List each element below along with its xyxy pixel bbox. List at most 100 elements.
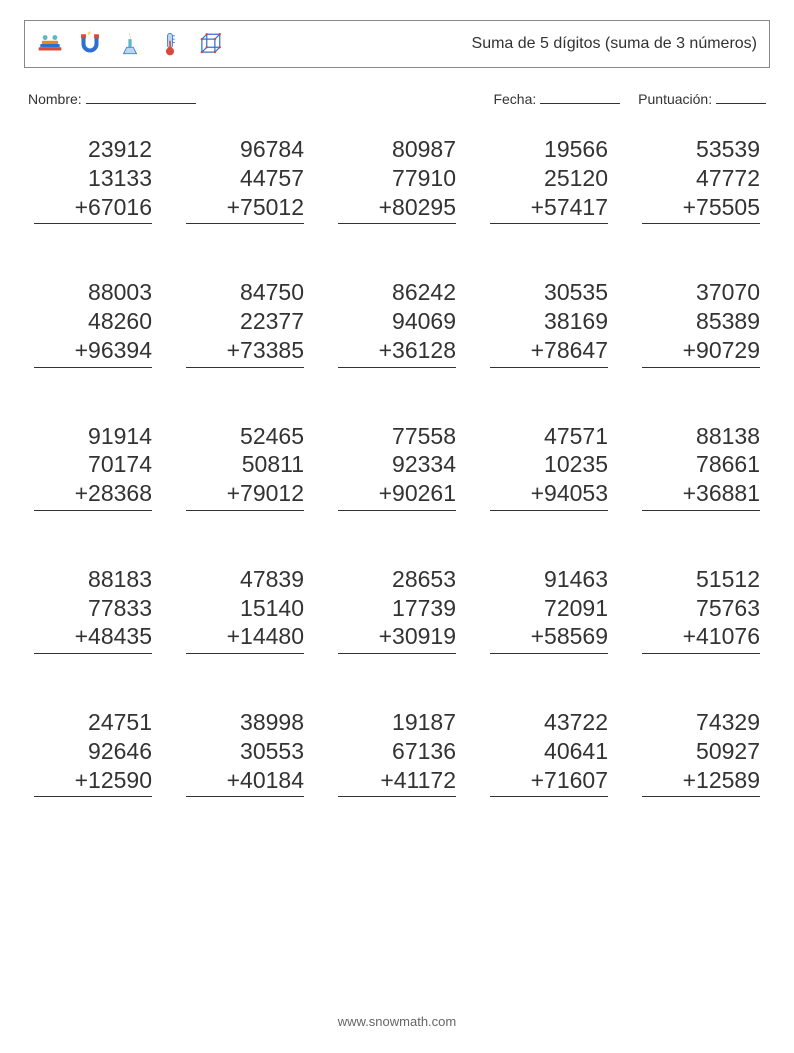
addend-3: +36128 (338, 336, 456, 368)
addend-1: 74329 (642, 708, 760, 737)
addend-2: 30553 (186, 737, 304, 766)
addend-2: 77833 (34, 594, 152, 623)
addend-1: 43722 (490, 708, 608, 737)
addend-2: 22377 (186, 307, 304, 336)
addend-1: 88003 (34, 278, 152, 307)
name-field: Nombre: (28, 90, 196, 107)
addend-1: 37070 (642, 278, 760, 307)
addend-3: +58569 (490, 622, 608, 654)
addend-2: 72091 (490, 594, 608, 623)
addend-1: 80987 (338, 135, 456, 164)
addition-problem: 5246550811+79012 (186, 422, 304, 511)
addend-3: +40184 (186, 766, 304, 798)
addition-problem: 5151275763+41076 (642, 565, 760, 654)
addend-3: +80295 (338, 193, 456, 225)
info-row: Nombre: Fecha: Puntuación: (24, 90, 770, 107)
addend-2: 78661 (642, 450, 760, 479)
header-box: ⚡ (24, 20, 770, 68)
name-label: Nombre: (28, 91, 82, 107)
addend-3: +41076 (642, 622, 760, 654)
addend-3: +12590 (34, 766, 152, 798)
addend-1: 53539 (642, 135, 760, 164)
addend-1: 84750 (186, 278, 304, 307)
addend-2: 44757 (186, 164, 304, 193)
addend-2: 15140 (186, 594, 304, 623)
addition-problem: 7755892334+90261 (338, 422, 456, 511)
problems-grid: 2391213133+67016 9678444757+75012 80987779… (24, 135, 770, 797)
date-blank[interactable] (540, 90, 620, 104)
addend-3: +30919 (338, 622, 456, 654)
addend-2: 92334 (338, 450, 456, 479)
addition-problem: 2391213133+67016 (34, 135, 152, 224)
addend-1: 91914 (34, 422, 152, 451)
addend-3: +14480 (186, 622, 304, 654)
addend-1: 96784 (186, 135, 304, 164)
addend-3: +67016 (34, 193, 152, 225)
addition-problem: 9678444757+75012 (186, 135, 304, 224)
addend-2: 75763 (642, 594, 760, 623)
svg-text:⚡: ⚡ (87, 30, 92, 36)
addend-2: 50927 (642, 737, 760, 766)
addend-3: +36881 (642, 479, 760, 511)
addend-1: 51512 (642, 565, 760, 594)
addition-problem: 8800348260+96394 (34, 278, 152, 367)
addition-problem: 3899830553+40184 (186, 708, 304, 797)
addend-2: 38169 (490, 307, 608, 336)
addend-3: +73385 (186, 336, 304, 368)
addition-problem: 4757110235+94053 (490, 422, 608, 511)
addition-problem: 8818377833+48435 (34, 565, 152, 654)
addend-3: +96394 (34, 336, 152, 368)
addend-1: 23912 (34, 135, 152, 164)
addend-3: +48435 (34, 622, 152, 654)
addition-problem: 8624294069+36128 (338, 278, 456, 367)
addend-1: 88183 (34, 565, 152, 594)
addend-2: 10235 (490, 450, 608, 479)
name-blank[interactable] (86, 90, 196, 104)
addend-3: +75012 (186, 193, 304, 225)
addend-1: 28653 (338, 565, 456, 594)
addend-3: +79012 (186, 479, 304, 511)
addition-problem: 9146372091+58569 (490, 565, 608, 654)
addend-2: 85389 (642, 307, 760, 336)
addend-1: 19187 (338, 708, 456, 737)
header-icons: ⚡ (37, 29, 223, 59)
worksheet-title: Suma de 5 dígitos (suma de 3 números) (472, 35, 757, 53)
score-field: Puntuación: (638, 90, 766, 107)
addition-problem: 1956625120+57417 (490, 135, 608, 224)
addition-problem: 4783915140+14480 (186, 565, 304, 654)
addend-3: +75505 (642, 193, 760, 225)
addend-1: 24751 (34, 708, 152, 737)
addend-3: +71607 (490, 766, 608, 798)
addend-2: 92646 (34, 737, 152, 766)
addend-2: 67136 (338, 737, 456, 766)
score-blank[interactable] (716, 90, 766, 104)
worksheet-page: ⚡ (0, 0, 794, 1053)
addition-problem: 5353947772+75505 (642, 135, 760, 224)
addition-problem: 8813878661+36881 (642, 422, 760, 511)
addend-3: +28368 (34, 479, 152, 511)
addend-2: 77910 (338, 164, 456, 193)
addend-1: 91463 (490, 565, 608, 594)
addend-2: 50811 (186, 450, 304, 479)
addend-2: 94069 (338, 307, 456, 336)
addend-2: 25120 (490, 164, 608, 193)
footer-url: www.snowmath.com (0, 1014, 794, 1029)
cube-icon (197, 29, 223, 59)
addition-problem: 3707085389+90729 (642, 278, 760, 367)
magnet-icon: ⚡ (77, 29, 103, 59)
addend-1: 86242 (338, 278, 456, 307)
addend-1: 88138 (642, 422, 760, 451)
addition-problem: 2865317739+30919 (338, 565, 456, 654)
addition-problem: 3053538169+78647 (490, 278, 608, 367)
addend-2: 70174 (34, 450, 152, 479)
addend-3: +41172 (338, 766, 456, 798)
addend-1: 47839 (186, 565, 304, 594)
addend-2: 40641 (490, 737, 608, 766)
addend-1: 47571 (490, 422, 608, 451)
addition-problem: 8475022377+73385 (186, 278, 304, 367)
addend-2: 17739 (338, 594, 456, 623)
addition-problem: 2475192646+12590 (34, 708, 152, 797)
addend-2: 13133 (34, 164, 152, 193)
addend-2: 48260 (34, 307, 152, 336)
date-label: Fecha: (493, 91, 536, 107)
